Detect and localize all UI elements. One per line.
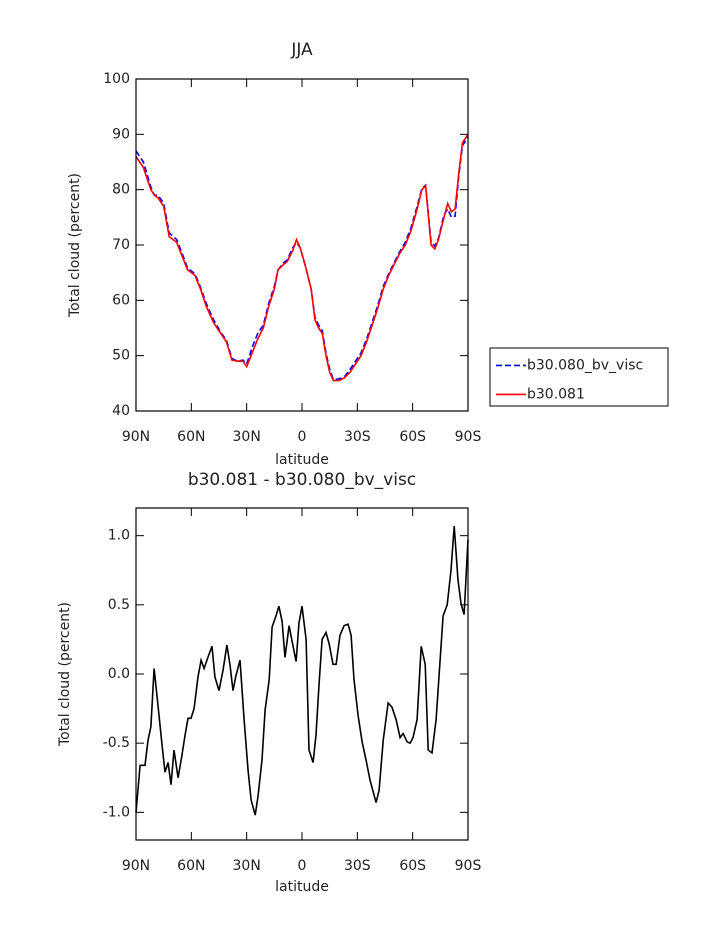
legend-label: b30.081 [527,386,585,402]
y-tick-label: 70 [112,237,130,253]
y-axis-label: Total cloud (percent) [67,173,83,318]
plot-frame [135,507,469,841]
x-axis-label: latitude [275,879,329,895]
x-axis-label: latitude [275,452,329,468]
x-tick-label: 90N [122,429,150,445]
y-tick-label: 80 [112,182,130,198]
x-tick-label: 30S [344,429,371,445]
legend-box [489,347,669,407]
plot-frame [135,78,469,412]
y-tick-label: 40 [112,403,130,419]
data-line [135,136,469,381]
x-tick-label: 60N [177,429,205,445]
chart-title: JJA [290,40,313,60]
y-tick-label: 0.5 [108,597,130,613]
y-tick-label: -0.5 [103,735,130,751]
x-tick-label: 60N [177,858,205,874]
y-axis-label: Total cloud (percent) [57,602,73,747]
x-tick-label: 0 [298,858,307,874]
x-tick-label: 60S [399,858,426,874]
y-tick-label: 0.0 [108,666,130,682]
x-tick-label: 60S [399,429,426,445]
x-tick-label: 90S [455,429,482,445]
x-tick-label: 30N [233,858,261,874]
chart-title: b30.081 - b30.080_bv_visc [188,470,416,490]
x-tick-label: 90N [122,858,150,874]
y-tick-label: 50 [112,348,130,364]
x-tick-label: 30N [233,429,261,445]
x-tick-label: 30S [344,858,371,874]
y-tick-label: -1.0 [103,804,130,820]
y-tick-label: 60 [112,292,130,308]
y-tick-label: 1.0 [108,528,130,544]
y-tick-label: 90 [112,126,130,142]
data-line [135,133,469,382]
x-tick-label: 90S [455,858,482,874]
data-line [135,525,469,816]
x-tick-label: 0 [298,429,307,445]
y-tick-label: 100 [103,71,130,87]
legend-label: b30.080_bv_visc [527,357,643,373]
